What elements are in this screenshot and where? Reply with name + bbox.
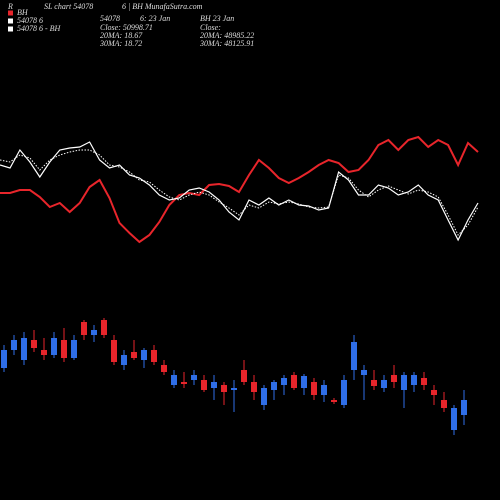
candle-body: [401, 375, 407, 390]
candle-body: [381, 380, 387, 388]
header-right: 6 | BH MunafaSutra.com: [122, 2, 203, 11]
candle-body: [281, 378, 287, 385]
info-right: 20MA: 48985.22: [200, 31, 254, 40]
candle-body: [311, 382, 317, 395]
candle-body: [331, 400, 337, 402]
info-left: 20MA: 18.67: [100, 31, 143, 40]
candle-body: [61, 340, 67, 358]
candle-body: [421, 378, 427, 385]
candle-body: [271, 382, 277, 390]
info-right: 30MA: 48125.91: [199, 39, 254, 48]
candle-body: [341, 380, 347, 405]
header-left: R: [7, 2, 13, 11]
candle-body: [151, 350, 157, 362]
candle-body: [251, 382, 257, 392]
candle-body: [211, 382, 217, 388]
legend-swatch: [8, 26, 13, 32]
candle-body: [231, 388, 237, 390]
candle-body: [71, 340, 77, 358]
candle-body: [361, 370, 367, 375]
legend-label: 54078 6 - BH: [17, 24, 62, 33]
candle-body: [171, 375, 177, 385]
info-left: 54078: [100, 14, 120, 23]
candle-body: [291, 375, 297, 388]
chart-title: SL chart 54078: [44, 2, 93, 11]
candle-body: [101, 320, 107, 335]
candle-body: [441, 400, 447, 408]
candle-body: [111, 340, 117, 362]
candle-body: [321, 385, 327, 395]
candle-body: [51, 338, 57, 355]
candle-body: [161, 365, 167, 372]
candle-body: [121, 355, 127, 365]
info-left: 6: 23 Jan: [140, 14, 170, 23]
candle-body: [81, 322, 87, 335]
candle-body: [181, 382, 187, 384]
line-series: [0, 149, 479, 236]
candle-body: [241, 370, 247, 382]
legend-swatch: [8, 18, 13, 24]
candle-body: [201, 380, 207, 390]
candle-body: [371, 380, 377, 386]
candle-body: [411, 375, 417, 385]
legend-label: 54078 6: [17, 16, 43, 25]
candle-body: [391, 375, 397, 382]
candle-body: [141, 350, 147, 360]
candle-body: [221, 385, 227, 392]
candle-body: [191, 375, 197, 380]
line-series: [0, 135, 479, 244]
candle-body: [431, 390, 437, 395]
info-right: Close:: [200, 23, 221, 32]
candle-body: [301, 376, 307, 388]
info-right: BH 23 Jan: [200, 14, 234, 23]
candle-body: [351, 342, 357, 370]
line-series: [0, 141, 479, 242]
candle-body: [451, 408, 457, 430]
info-left: Close: 50998.71: [100, 23, 153, 32]
candle-body: [41, 350, 47, 355]
candle-body: [21, 338, 27, 360]
candle-body: [131, 352, 137, 358]
legend-swatch: [8, 10, 13, 16]
candle-body: [91, 330, 97, 335]
candle-body: [461, 400, 467, 415]
candle-body: [11, 340, 17, 350]
candle-body: [261, 388, 267, 405]
candle-body: [1, 350, 7, 368]
candle-body: [31, 340, 37, 348]
legend-label: BH: [17, 8, 29, 17]
info-left: 30MA: 18.72: [99, 39, 142, 48]
